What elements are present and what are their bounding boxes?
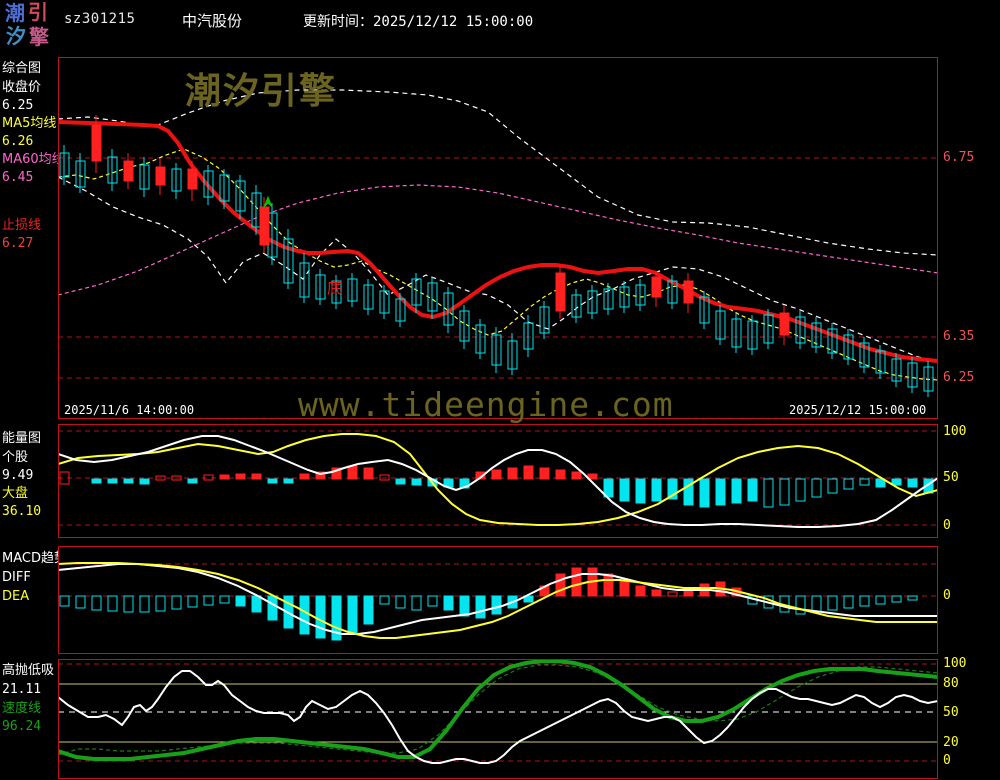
energy-panel-title: 能量图: [2, 431, 42, 446]
macd-panel-title: MACD趋势: [2, 551, 67, 566]
price-axis-tick-1: 6.35: [943, 329, 975, 344]
kdj-axis-tick-2: 50: [943, 705, 959, 720]
kdj-axis-tick-3: 20: [943, 735, 959, 750]
stock-symbol: sz301215: [64, 11, 136, 27]
macd-legend-dea-label: DEA: [2, 589, 30, 604]
macd-chart-svg: [58, 546, 938, 654]
price-panel-title: 综合图: [2, 61, 42, 76]
stock-name: 中汽股份: [182, 12, 243, 30]
price-legend-ma5-value: 6.26: [2, 134, 34, 149]
kdj-chart-svg: [58, 659, 938, 779]
macd-legend-diff-label: DIFF: [2, 570, 31, 585]
price-chart-svg: [58, 57, 938, 419]
logo-char-1: 潮: [5, 1, 25, 25]
kdj-legend-main-value: 21.11: [2, 682, 42, 697]
kdj-axis-tick-4: 0: [943, 753, 951, 768]
price-x-label-end: 2025/12/12 15:00:00: [789, 403, 927, 417]
price-legend-stoploss-label: 止损线: [2, 218, 42, 233]
kdj-legend-speed-value: 96.24: [2, 719, 42, 734]
price-legend-ma60-value: 6.45: [2, 170, 34, 185]
price-legend-ma60-label: MA60均线: [2, 152, 65, 167]
price-legend-close-label: 收盘价: [2, 80, 42, 95]
energy-axis-tick-0: 100: [943, 424, 967, 439]
energy-legend-market-label: 大盘: [2, 486, 29, 501]
kdj-axis-tick-0: 100: [943, 656, 967, 671]
logo-char-4: 擎: [29, 25, 49, 49]
price-axis-tick-0: 6.75: [943, 150, 975, 165]
energy-legend-market-value: 36.10: [2, 504, 42, 519]
logo-char-3: 汐: [6, 24, 26, 48]
energy-legend-stock-value: 9.49: [2, 468, 34, 483]
app-header: 潮 引 汐 擎 sz301215 中汽股份 更新时间：2025/12/12 15…: [0, 0, 1000, 55]
brand-watermark: 潮汐引擎: [185, 71, 338, 112]
energy-legend-stock-label: 个股: [2, 450, 29, 465]
kdj-plot[interactable]: [58, 659, 938, 779]
update-time: 更新时间：2025/12/12 15:00:00: [303, 14, 534, 30]
energy-plot[interactable]: [58, 424, 938, 538]
kdj-legend-speed-label: 速度线: [2, 701, 42, 716]
energy-bars: [59, 465, 934, 508]
logo-char-2: 引: [28, 0, 48, 24]
energy-axis-tick-1: 50: [943, 470, 959, 485]
price-plot[interactable]: [58, 57, 938, 419]
price-axis-tick-2: 6.25: [943, 370, 975, 385]
kdj-axis-tick-1: 80: [943, 676, 959, 691]
macd-axis-tick-0: 0: [943, 588, 951, 603]
url-watermark: www.tideengine.com: [298, 385, 674, 424]
energy-chart-svg: [58, 424, 938, 538]
price-x-label-start: 2025/11/6 14:00:00: [64, 403, 195, 417]
macd-plot[interactable]: [58, 546, 938, 654]
price-legend-ma5-label: MA5均线: [2, 116, 57, 131]
price-legend-stoploss-value: 6.27: [2, 236, 34, 251]
bottom-annotation: 底: [327, 279, 343, 297]
kdj-panel-title: 高抛低吸: [2, 663, 55, 678]
price-legend-close-value: 6.25: [2, 98, 34, 113]
energy-axis-tick-2: 0: [943, 518, 951, 533]
app-logo: 潮 引 汐 擎: [4, 2, 56, 52]
